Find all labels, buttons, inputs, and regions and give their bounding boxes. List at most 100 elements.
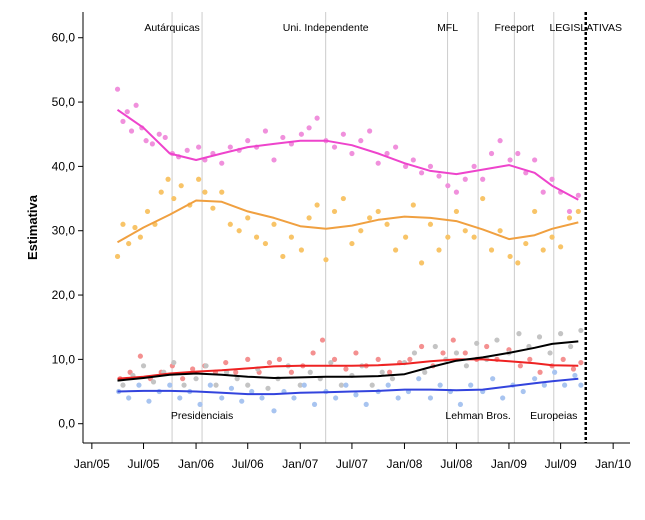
series-0-point-39 [418,170,425,176]
series-0-point-7 [149,141,155,147]
series-2-point-25 [387,369,393,375]
series-3-point-12 [245,382,251,388]
series-3-point-3 [150,379,157,385]
series-4-point-3 [146,398,152,404]
trend-lines [116,108,579,396]
series-4-point-39 [520,388,526,395]
series-0-point-45 [471,163,477,169]
series-2-point-22 [353,350,359,356]
series-3-point-5 [171,359,177,366]
series-3-point-0 [120,382,126,388]
series-3-point-24 [369,382,375,388]
event-label-3: MFL [437,22,458,34]
series-0-point-49 [507,157,513,163]
series-1-point-41 [445,234,451,240]
series-1-point-9 [171,195,177,202]
series-3-point-21 [338,382,344,388]
series-2-point-6 [180,376,186,382]
series-0-point-40 [427,163,434,169]
series-1-point-32 [367,215,373,221]
series-1-point-47 [497,228,503,234]
series-1-point-36 [403,234,409,240]
series-0-point-44 [462,176,468,182]
x-tick-label-3: Jul/06 [232,457,264,471]
series-2-point-14 [266,359,273,366]
series-1-point-37 [410,202,416,208]
series-0-point-30 [340,131,346,137]
series-4-point-12 [239,398,245,404]
series-4-point-11 [228,385,235,391]
series-4-point-15 [271,408,277,414]
series-1-point-26 [314,202,320,208]
series-3-point-25 [379,369,385,375]
series-2-point-38 [527,356,533,362]
series-4-point-2 [136,382,142,388]
series-2-point-7 [190,366,196,372]
series-4-point-8 [197,401,203,408]
series-4-point-36 [490,376,496,382]
series-1-point-48 [507,253,513,260]
y-tick-label-6: 60,0 [52,31,76,45]
series-1-point-51 [532,208,538,215]
series-4-point-10 [219,395,225,401]
series-0-point-1 [120,118,126,124]
y-tick-label-4: 40,0 [52,159,76,173]
series-1-point-55 [566,215,573,221]
series-1-point-0 [114,253,121,260]
series-2-point-2 [137,353,143,359]
series-0-point-9 [162,134,168,141]
series-0-point-48 [497,138,503,144]
series-2-point-28 [418,343,425,350]
series-0-point-2 [124,109,130,115]
series-1-point-44 [471,234,477,240]
series-1-point-3 [132,224,138,231]
series-4-point-31 [437,382,443,388]
series-1-point-39 [427,221,434,227]
series-0-point-47 [488,150,495,157]
series-1-point-1 [120,221,126,227]
series-1-trend-line [117,199,579,244]
series-0-trend-line [116,108,579,201]
series-0-point-26 [306,125,312,131]
series-3-point-41 [547,350,553,356]
series-1-point-54 [558,244,564,250]
series-3-point-38 [516,331,522,337]
series-0-point-50 [515,150,521,157]
series-0-point-56 [566,208,573,215]
series-3-point-2 [140,363,147,369]
series-4-point-27 [395,395,401,401]
event-label-2: Uni. Independente [283,22,369,34]
series-3-point-40 [536,334,543,340]
event-label-1: Presidenciais [171,410,233,422]
series-1-point-35 [393,247,399,253]
series-2-point-31 [450,337,456,343]
series-0-point-0 [114,86,121,92]
series-1-point-7 [158,189,164,195]
series-2-point-18 [310,350,316,356]
x-tick-label-0: Jan/05 [74,457,110,471]
series-1-point-29 [340,195,346,202]
series-4-point-6 [177,395,183,401]
series-4-point-33 [457,401,464,408]
series-4-point-5 [167,382,173,388]
series-2-point-20 [331,356,338,362]
series-2-point-41 [560,356,566,362]
series-1-point-8 [165,176,171,182]
series-4-point-13 [249,388,255,395]
series-1-point-50 [523,240,529,247]
event-markers: Autárquicas Presidenciais Uni. Independent… [144,12,622,443]
series-1-point-17 [236,228,242,234]
series-3-point-44 [578,327,584,334]
event-label-4: Lehman Bros. [445,410,510,422]
series-1-point-52 [540,247,546,253]
series-4-point-43 [562,382,568,388]
series-0-point-32 [358,138,364,144]
series-0-point-36 [393,144,399,150]
series-4-point-19 [311,401,318,408]
event-label-5: Freeport [495,22,535,34]
series-4-point-9 [207,382,213,388]
series-4-point-34 [468,382,474,388]
series-1-point-46 [488,247,495,253]
series-3-point-9 [213,382,219,388]
series-4-point-17 [291,395,297,401]
